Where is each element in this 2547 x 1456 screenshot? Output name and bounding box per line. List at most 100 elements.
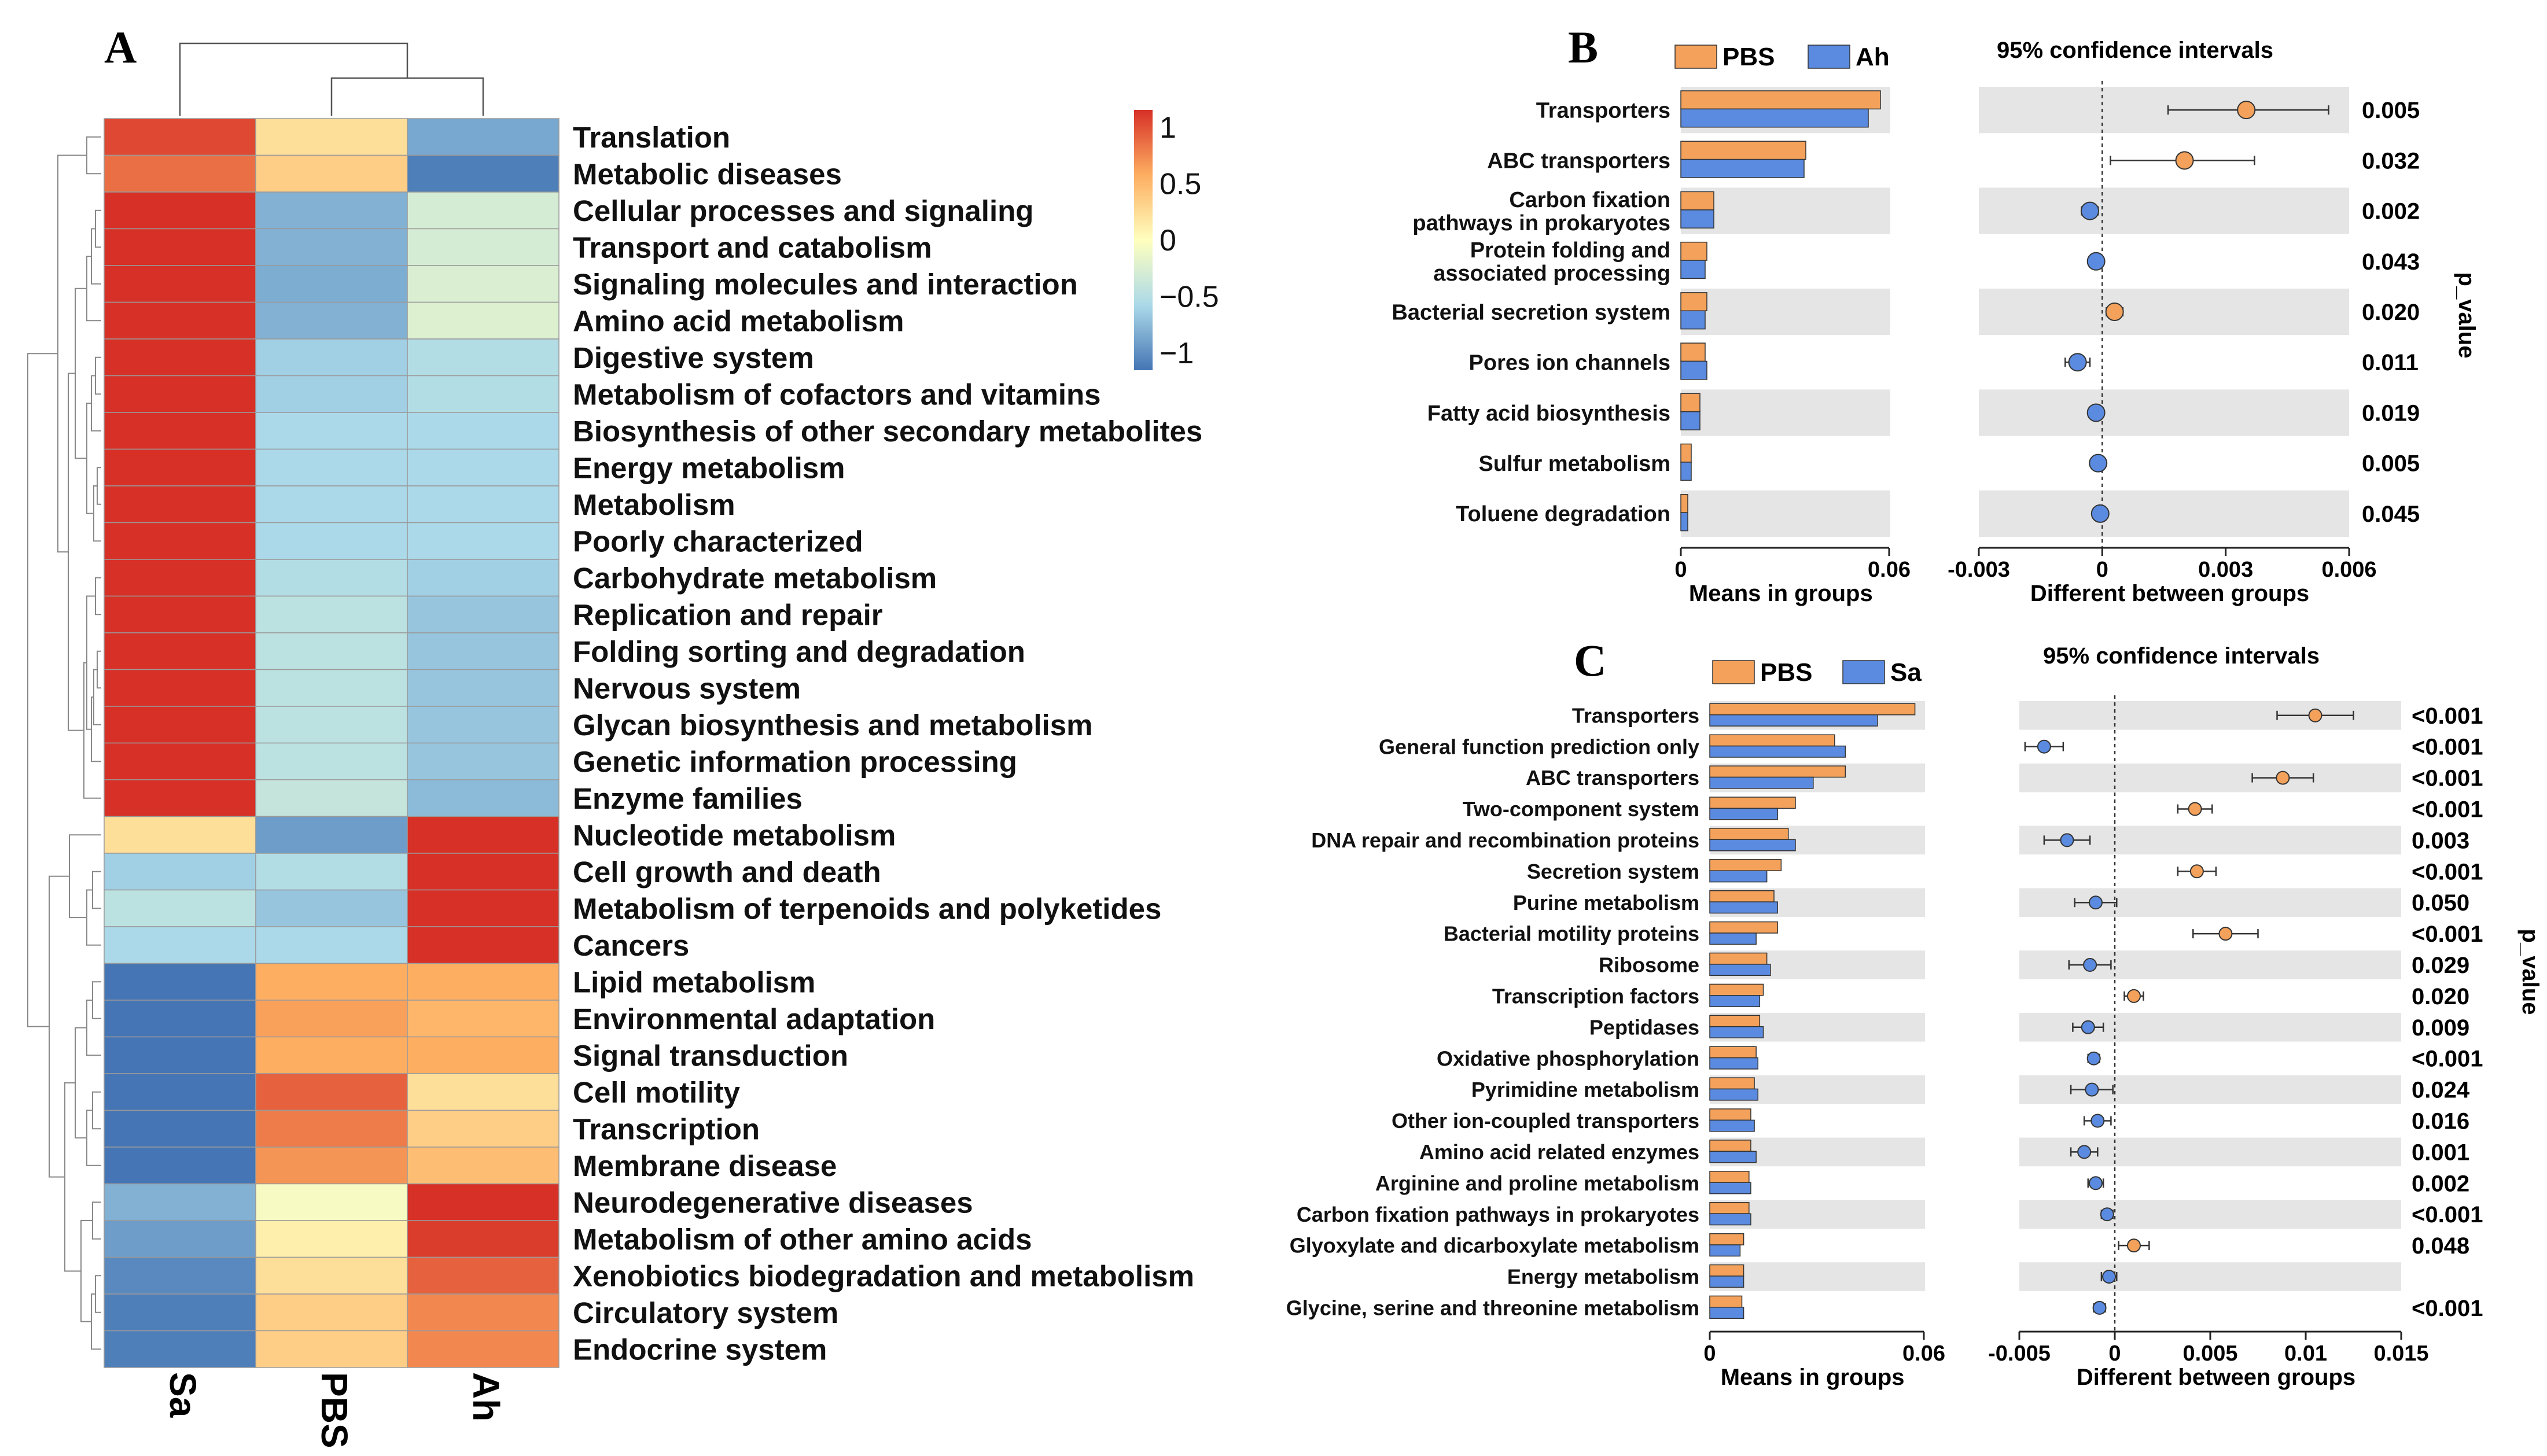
colorbar-tick-label: −1 [1160, 337, 1194, 370]
bar-pbs [1680, 90, 1881, 110]
heatmap-row-label: Metabolism of other amino acids [573, 1223, 1032, 1256]
bar-pbs [1709, 828, 1789, 841]
bar-pbs [1709, 1264, 1744, 1277]
category-label: Transcription factors [1492, 984, 1699, 1008]
heatmap-row-label: Metabolic diseases [573, 157, 842, 190]
heatmap-row-label: Transport and catabolism [573, 231, 932, 264]
heatmap-cell [255, 1183, 408, 1221]
colorbar-tick-label: −0.5 [1160, 281, 1219, 314]
heatmap-cell [407, 301, 560, 340]
category-label: Peptidases [1589, 1015, 1699, 1039]
heatmap-cell [104, 816, 256, 854]
row-dendrogram-branch [27, 353, 58, 1027]
bar-pbs [1680, 393, 1701, 412]
heatmap-cell [104, 963, 256, 1001]
row-dendrogram-branch [75, 1027, 87, 1139]
heatmap-cell [255, 816, 408, 854]
row-stripe [1979, 288, 2349, 336]
row-dendrogram-branch [69, 834, 101, 919]
bar-pbs [1680, 191, 1714, 211]
bar-pbs [1709, 765, 1846, 778]
bar-pbs [1709, 1171, 1750, 1183]
bar-axis-title: Means in groups [1721, 1365, 1905, 1390]
heatmap-cell [407, 1109, 560, 1148]
row-stripe [1979, 389, 2349, 436]
heatmap-row-label: Circulatory system [573, 1296, 838, 1329]
bar-ah [1680, 462, 1692, 481]
p-value-label: <0.001 [2412, 797, 2483, 822]
colorbar-tick-label: 1 [1160, 111, 1176, 145]
p-value-label: <0.001 [2412, 766, 2483, 791]
bar-pbs [1680, 292, 1707, 312]
row-dendrogram-branch [91, 375, 101, 432]
bar-sa [1709, 1088, 1758, 1101]
heatmap-cell [104, 522, 256, 560]
heatmap-cell [104, 559, 256, 597]
heatmap-cell [407, 375, 560, 413]
heatmap-cell [255, 559, 408, 597]
heatmap-cell [407, 632, 560, 670]
category-label: associated processing [1433, 261, 1670, 286]
ci-axis-tick-label: 0.005 [2182, 1341, 2237, 1366]
ci-point [2090, 504, 2110, 523]
row-dendrogram-branch [95, 577, 101, 615]
heatmap-cell [407, 191, 560, 230]
legend-swatch [1674, 45, 1717, 69]
heatmap-cell [407, 963, 560, 1001]
heatmap-cell [407, 448, 560, 486]
bar-sa [1709, 1307, 1744, 1319]
p-value-label: 0.005 [2362, 98, 2420, 123]
heatmap-cell [104, 706, 256, 744]
ci-point [2090, 1114, 2105, 1128]
category-label: Pores ion channels [1469, 351, 1670, 375]
category-label: Carbon fixation [1509, 188, 1670, 212]
category-label: Transporters [1536, 98, 1670, 123]
bar-pbs [1709, 1108, 1751, 1121]
bar-pbs [1709, 859, 1782, 871]
ci-title: 95% confidence intervals [1997, 38, 2273, 63]
heatmap-cell [407, 228, 560, 266]
p-value-label: 0.016 [2412, 1108, 2469, 1134]
p-value-label: <0.001 [2412, 1046, 2483, 1072]
bar-sa [1709, 745, 1846, 758]
heatmap-column-label: PBS [314, 1372, 355, 1448]
ci-point [2237, 101, 2256, 120]
row-dendrogram-branch [75, 287, 87, 459]
ci-axis-tick-label: -0.005 [1988, 1341, 2051, 1366]
heatmap-row-label: Cellular processes and signaling [573, 194, 1033, 227]
heatmap-cell [104, 1036, 256, 1074]
row-dendrogram-branch [95, 1275, 101, 1313]
heatmap-cell [255, 301, 408, 340]
row-dendrogram-branch [86, 1109, 101, 1166]
heatmap-cell [104, 265, 256, 303]
heatmap-cell [104, 889, 256, 927]
bar-sa [1709, 1244, 1741, 1257]
category-label: Amino acid related enzymes [1419, 1140, 1699, 1164]
heatmap-cell [255, 265, 408, 303]
heatmap-row-label: Metabolism of cofactors and vitamins [573, 378, 1101, 411]
heatmap-cell [255, 889, 408, 927]
row-dendrogram-branch [86, 403, 94, 514]
heatmap-cell [407, 154, 560, 193]
row-dendrogram-branch [91, 696, 101, 762]
heatmap-row-label: Replication and repair [573, 598, 883, 631]
ci-axis-tick-label: 0.015 [2373, 1341, 2428, 1366]
heatmap-cell [255, 1073, 408, 1111]
p-value-label: 0.002 [2412, 1171, 2469, 1196]
legend-label: Sa [1890, 658, 1922, 687]
ci-point [2081, 1020, 2095, 1034]
heatmap-cell [104, 1256, 256, 1295]
legend-label: PBS [1760, 658, 1812, 687]
bar-axis-tick-label: 0 [1674, 558, 1687, 582]
ci-point [2086, 1051, 2101, 1066]
bar-sa [1709, 995, 1761, 1007]
row-dendrogram-branch [92, 981, 101, 1019]
ci-axis-tick-label: 0.003 [2198, 558, 2253, 582]
p-value-label: 0.020 [2412, 984, 2469, 1009]
ci-axis-title: Different between groups [2077, 1365, 2355, 1390]
p-value-label: 0.009 [2412, 1015, 2469, 1041]
p-value-label: 0.050 [2412, 890, 2469, 916]
category-label: DNA repair and recombination proteins [1311, 828, 1699, 852]
heatmap-row-label: Xenobiotics biodegradation and metabolis… [573, 1259, 1194, 1292]
heatmap-row-label: Digestive system [573, 341, 814, 374]
